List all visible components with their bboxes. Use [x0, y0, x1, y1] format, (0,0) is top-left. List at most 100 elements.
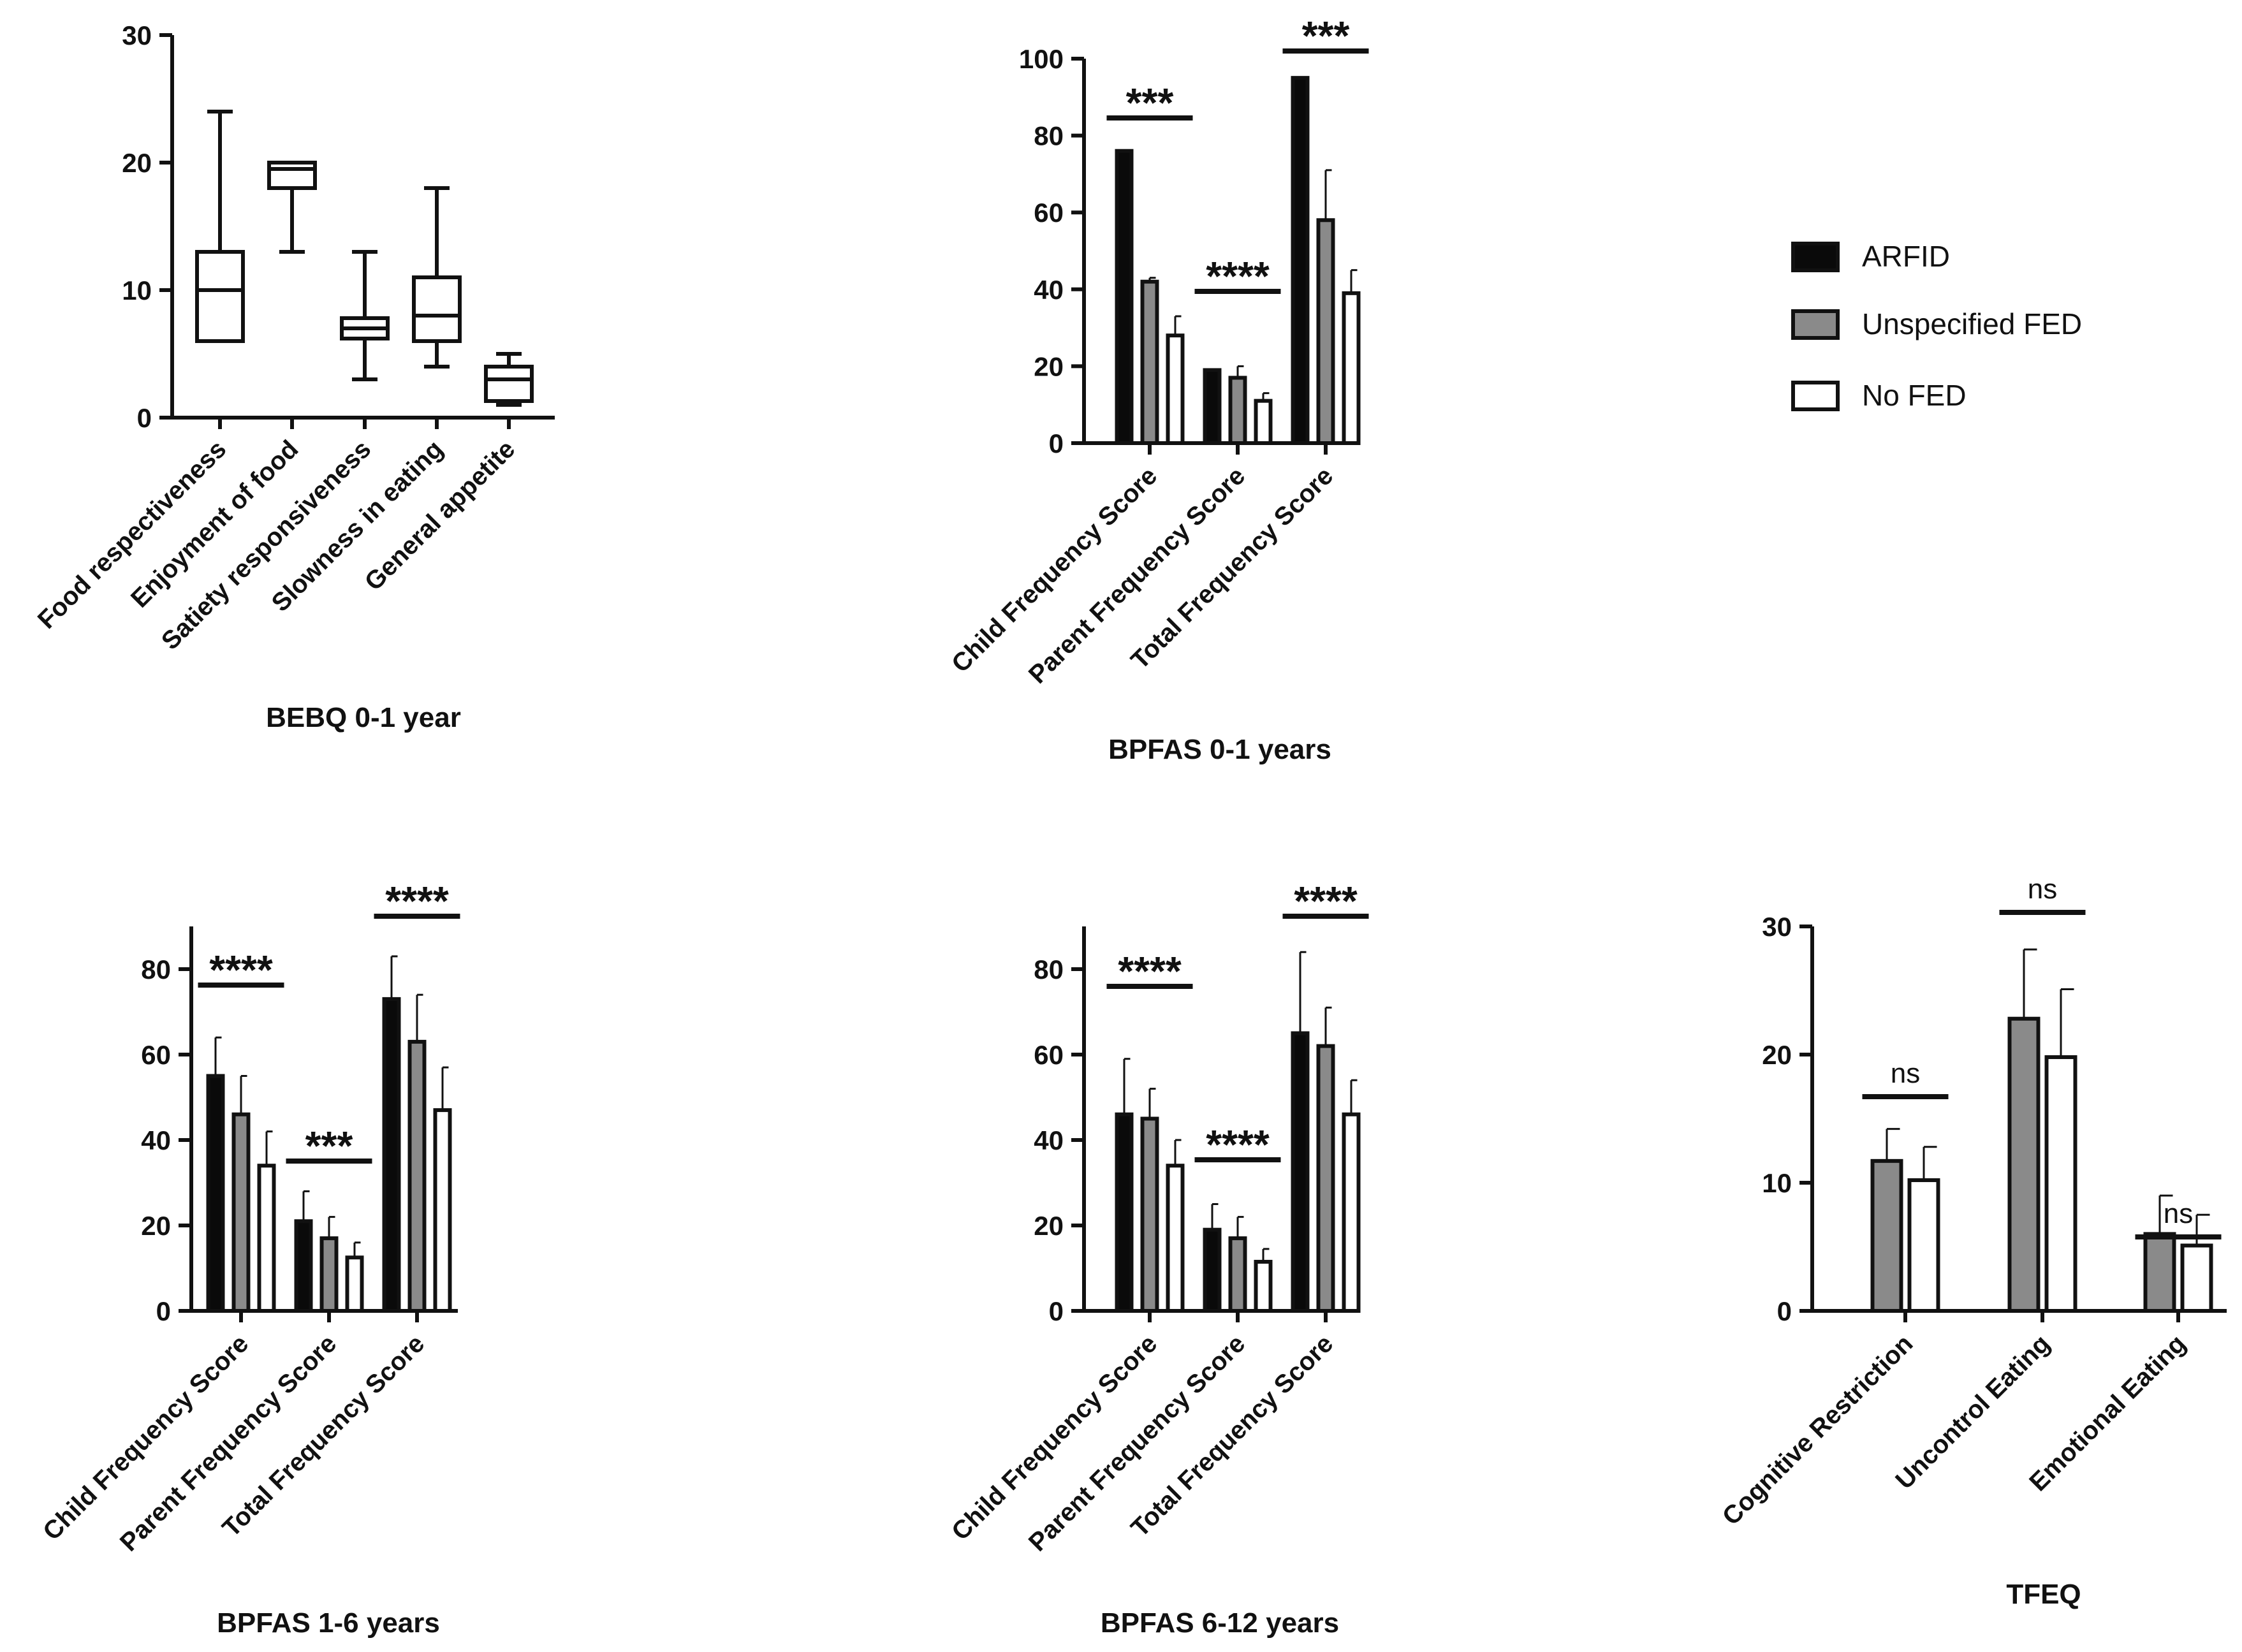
- y-tick-label: 30: [122, 20, 152, 50]
- legend-swatch-unspecified-fed: [1791, 309, 1840, 340]
- y-tick-label: 20: [122, 148, 152, 178]
- significance-label: ****: [1294, 878, 1358, 924]
- significance-label: ***: [305, 1123, 353, 1169]
- bar-arfid: [382, 997, 401, 1313]
- bar-arfid: [294, 1219, 313, 1313]
- box-general-appetite: [484, 352, 534, 407]
- significance-label: ns: [1891, 1058, 1920, 1089]
- significance-label: ****: [209, 947, 273, 993]
- y-tick-label: 40: [1034, 1125, 1064, 1155]
- chart-title: BEBQ 0-1 year: [266, 702, 461, 733]
- chart-title: BPFAS 6-12 years: [1101, 1607, 1339, 1639]
- y-tick-label: 0: [156, 1296, 171, 1326]
- y-tick-label: 80: [1034, 121, 1064, 151]
- bar-unspecified-fed: [231, 1112, 251, 1313]
- y-tick-label: 80: [1034, 954, 1064, 984]
- bar-no-fed: [433, 1108, 452, 1313]
- bar-group-cognitive-restriction: [1870, 1128, 1940, 1313]
- y-tick-label: 20: [1034, 351, 1064, 381]
- significance-label: ****: [1206, 1122, 1270, 1167]
- bar-unspecified-fed: [1140, 279, 1159, 445]
- y-tick-label: 0: [1049, 428, 1064, 458]
- bar-group-child-frequency-score: [1115, 1058, 1185, 1313]
- bar-group-total-frequency-score: [1291, 76, 1361, 445]
- bar-unspecified-fed: [1228, 376, 1247, 445]
- bar-no-fed: [2044, 1055, 2077, 1313]
- chart-title: BPFAS 0-1 years: [1108, 734, 1331, 765]
- box-iqr: [195, 250, 245, 343]
- y-tick-label: 20: [1034, 1211, 1064, 1241]
- box-satiety-responsiveness: [340, 250, 390, 381]
- bar-arfid: [206, 1074, 225, 1313]
- bar-group-child-frequency-score: [1115, 149, 1185, 445]
- legend-swatch-no-fed: [1791, 381, 1840, 411]
- bar-arfid: [1291, 76, 1310, 445]
- bar-unspecified-fed: [2143, 1232, 2176, 1313]
- bar-unspecified-fed: [1316, 1044, 1335, 1313]
- bar-unspecified-fed: [1316, 218, 1335, 445]
- significance-label: ***: [1126, 80, 1174, 126]
- bar-arfid: [1203, 368, 1222, 445]
- bar-no-fed: [1166, 333, 1185, 445]
- bar-no-fed: [1254, 1259, 1273, 1313]
- bar-no-fed: [345, 1255, 364, 1313]
- y-tick-label: 0: [1777, 1296, 1792, 1326]
- bar-group-total-frequency-score: [382, 955, 452, 1313]
- y-tick-label: 40: [1034, 275, 1064, 305]
- significance-label: ****: [1206, 253, 1270, 299]
- y-tick-label: 100: [1019, 44, 1064, 74]
- chart-title: TFEQ: [2006, 1579, 2081, 1610]
- bar-unspecified-fed: [1140, 1116, 1159, 1313]
- y-tick-label: 30: [1762, 912, 1792, 942]
- y-tick-label: 20: [1762, 1040, 1792, 1070]
- bar-group-emotional-eating: [2143, 1194, 2213, 1313]
- legend-label-unspecified-fed: Unspecified FED: [1862, 307, 2082, 340]
- y-tick-label: 0: [1049, 1296, 1064, 1326]
- box-iqr: [412, 275, 462, 343]
- legend-label-no-fed: No FED: [1862, 379, 1967, 412]
- bar-group-total-frequency-score: [1291, 951, 1361, 1313]
- legend: ARFID Unspecified FED No FED: [1791, 240, 2082, 412]
- significance-label: ***: [1302, 13, 1350, 59]
- bar-group-parent-frequency-score: [1203, 365, 1273, 445]
- box-slowness-in-eating: [412, 186, 462, 369]
- box-iqr: [267, 161, 317, 190]
- y-tick-label: 10: [1762, 1168, 1792, 1198]
- box-food-respectiveness: [195, 110, 245, 343]
- y-tick-label: 10: [122, 275, 152, 305]
- bar-unspecified-fed: [407, 1039, 427, 1313]
- bar-unspecified-fed: [319, 1236, 339, 1313]
- bar-unspecified-fed: [2007, 1016, 2041, 1313]
- significance-label: ****: [1118, 948, 1182, 994]
- bar-no-fed: [2180, 1243, 2213, 1313]
- bar-unspecified-fed: [1870, 1159, 1903, 1313]
- chart-title: BPFAS 1-6 years: [217, 1607, 440, 1639]
- y-tick-label: 60: [141, 1040, 171, 1070]
- y-tick-label: 80: [141, 954, 171, 984]
- legend-swatch-arfid: [1791, 242, 1840, 272]
- bar-no-fed: [1907, 1178, 1940, 1313]
- bar-arfid: [1115, 1112, 1134, 1313]
- bar-no-fed: [1166, 1164, 1185, 1313]
- y-tick-label: 20: [141, 1211, 171, 1241]
- y-tick-label: 0: [137, 403, 152, 433]
- bar-no-fed: [1342, 291, 1361, 445]
- bar-group-uncontrol-eating: [2007, 948, 2077, 1313]
- y-tick-label: 60: [1034, 198, 1064, 228]
- significance-label: ****: [385, 878, 449, 924]
- bar-arfid: [1203, 1227, 1222, 1313]
- bar-unspecified-fed: [1228, 1236, 1247, 1313]
- y-tick-label: 40: [141, 1125, 171, 1155]
- bar-group-child-frequency-score: [206, 1036, 276, 1313]
- bar-arfid: [1291, 1031, 1310, 1313]
- x-tick-label: Cognitive Restriction: [1717, 1329, 1919, 1531]
- y-tick-label: 60: [1034, 1040, 1064, 1070]
- bar-no-fed: [1342, 1112, 1361, 1313]
- bar-no-fed: [257, 1164, 276, 1313]
